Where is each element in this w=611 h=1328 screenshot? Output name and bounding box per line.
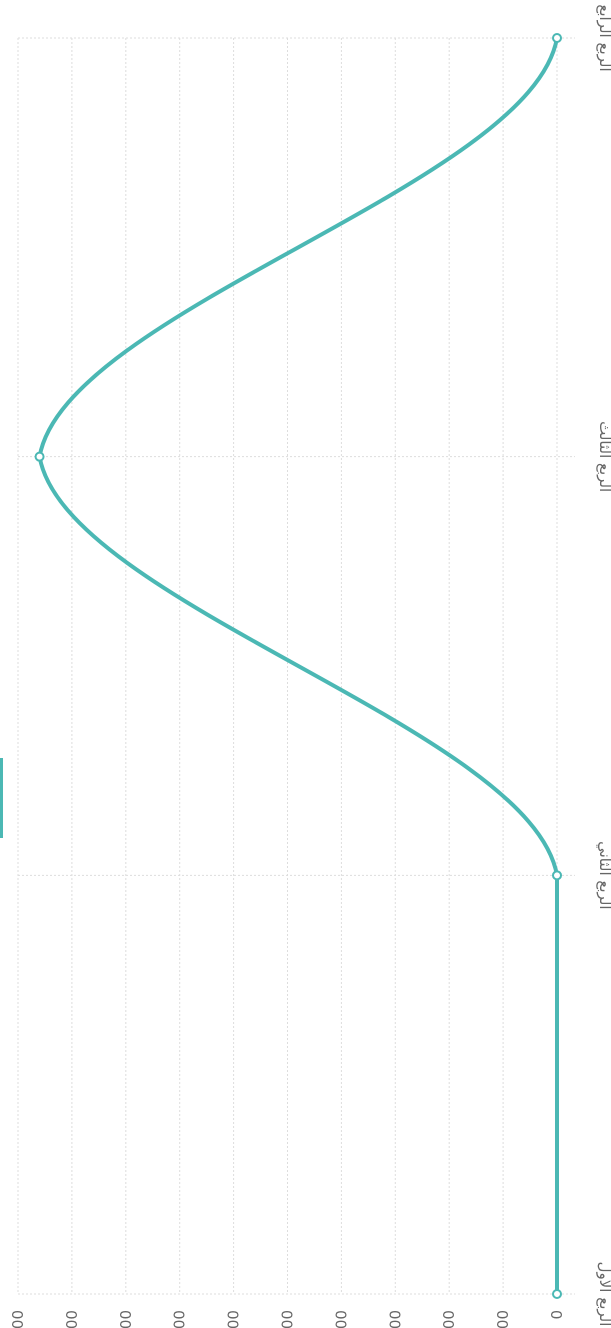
data-points — [34, 33, 562, 1299]
x-category-label: الربع الثاني — [595, 841, 611, 909]
y-tick-label: 3500 — [171, 1310, 189, 1328]
data-point-1 — [552, 1289, 562, 1299]
y-tick-label: 4500 — [63, 1310, 81, 1328]
data-point-3 — [34, 451, 45, 462]
data-point-4 — [552, 33, 562, 43]
x-category-label: الربع الرابع — [596, 4, 611, 71]
series-layer — [37, 36, 560, 1296]
data-point-2 — [552, 870, 562, 881]
x-axis-category-labels: الربع الأول الربع الثاني الربع الثالث الربع… — [595, 4, 611, 1326]
y-tick-label: 5000 — [9, 1310, 27, 1328]
x-category-label: الربع الثالث — [596, 421, 611, 492]
y-tick-label: 2000 — [332, 1310, 350, 1328]
grid-lines — [17, 37, 575, 1295]
x-category-label: الربع الأول — [596, 1262, 611, 1327]
y-tick-label: 500 — [494, 1310, 512, 1328]
y-tick-label: 3000 — [225, 1310, 243, 1328]
y-tick-label: 4000 — [117, 1310, 135, 1328]
series-line — [37, 36, 560, 1296]
y-tick-label: 1000 — [440, 1310, 458, 1328]
y-tick-label: 0 — [548, 1310, 566, 1320]
y-tick-label: 1500 — [386, 1310, 404, 1328]
y-tick-label: 2500 — [279, 1310, 297, 1328]
y-axis-tick-labels: 0 500 1000 1500 2000 2500 3000 3500 4000 4500 5000 — [9, 1310, 566, 1328]
legend-swatch — [0, 758, 3, 838]
